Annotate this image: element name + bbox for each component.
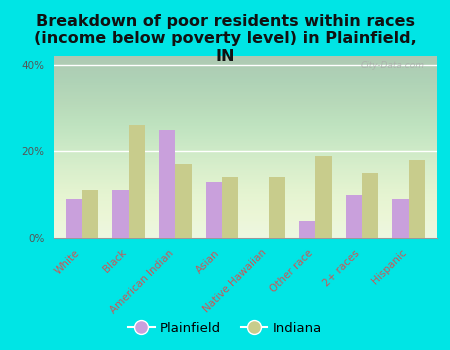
Bar <box>159 130 176 238</box>
Bar <box>362 173 378 238</box>
Bar <box>315 156 332 238</box>
Text: Breakdown of poor residents within races
(income below poverty level) in Plainfi: Breakdown of poor residents within races… <box>34 14 416 64</box>
Legend: Plainfield, Indiana: Plainfield, Indiana <box>123 316 327 340</box>
Bar <box>66 199 82 238</box>
Bar <box>392 199 409 238</box>
Bar <box>82 190 98 238</box>
Bar <box>176 164 192 238</box>
Bar <box>112 190 129 238</box>
Bar <box>346 195 362 238</box>
Bar <box>206 182 222 238</box>
Text: City-Data.com: City-Data.com <box>361 62 425 70</box>
Bar <box>129 125 145 238</box>
Bar <box>299 220 315 238</box>
Bar <box>222 177 238 238</box>
Bar <box>269 177 285 238</box>
Bar <box>409 160 425 238</box>
